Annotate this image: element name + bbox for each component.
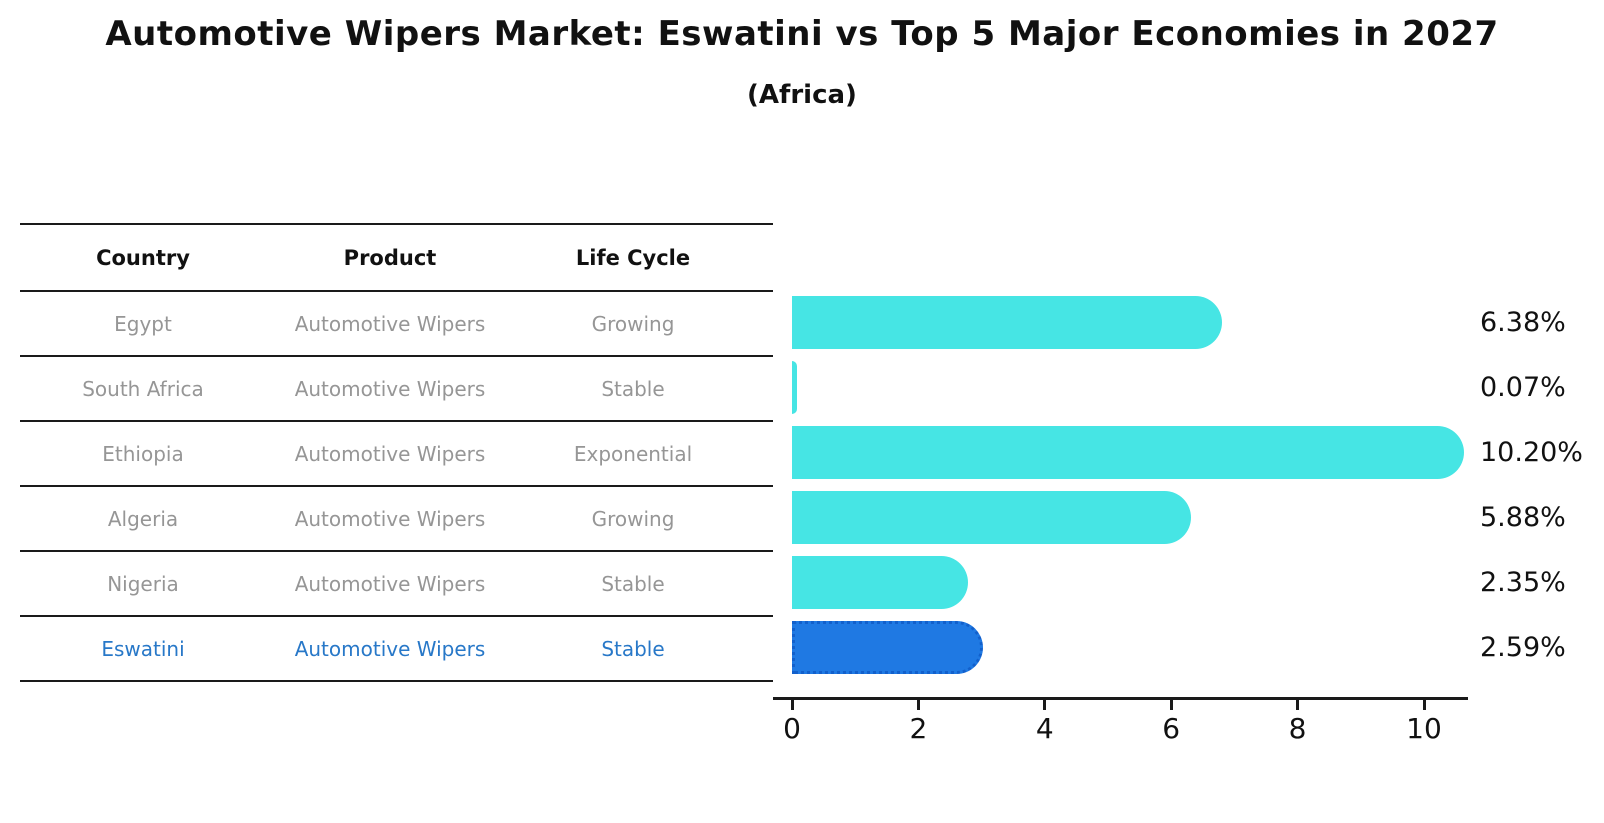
cell-product: Automotive Wipers	[294, 571, 486, 596]
x-axis-tick	[1422, 700, 1426, 710]
value-label-south-africa: 0.07%	[1480, 371, 1566, 403]
x-axis-tick-label: 6	[1162, 712, 1181, 745]
bar-south-africa	[792, 361, 798, 414]
table-row-ethiopia: Ethiopia Automotive Wipers Exponential	[20, 422, 773, 487]
value-label-nigeria: 2.35%	[1480, 566, 1566, 598]
table-row-eswatini: Eswatini Automotive Wipers Stable	[20, 617, 773, 682]
cell-life-cycle: Stable	[601, 571, 665, 596]
cell-country: Eswatini	[101, 636, 185, 661]
x-axis-tick	[1043, 700, 1047, 710]
bar-ethiopia	[792, 426, 1464, 479]
cell-country: Nigeria	[107, 571, 179, 596]
value-label-egypt: 6.38%	[1480, 306, 1566, 338]
x-axis-line	[773, 697, 1468, 700]
bar-eswatini	[792, 621, 983, 674]
cell-country: Ethiopia	[102, 441, 184, 466]
x-axis-tick-label: 8	[1288, 712, 1307, 745]
cell-country: Egypt	[114, 311, 172, 336]
bar-egypt	[792, 296, 1223, 349]
cell-country: South Africa	[82, 376, 204, 401]
bar-nigeria	[792, 556, 968, 609]
x-axis-tick-label: 10	[1406, 712, 1442, 745]
cell-product: Automotive Wipers	[294, 441, 486, 466]
value-label-eswatini: 2.59%	[1480, 631, 1566, 663]
country-table: Country Product Life Cycle Egypt Automotive …	[20, 223, 773, 682]
cell-life-cycle: Growing	[591, 311, 675, 336]
cell-product: Automotive Wipers	[294, 506, 486, 531]
cell-product: Automotive Wipers	[294, 636, 486, 661]
bar-algeria	[792, 491, 1191, 544]
x-axis-tick-label: 4	[1035, 712, 1054, 745]
x-axis-tick	[1169, 700, 1173, 710]
value-label-ethiopia: 10.20%	[1480, 436, 1583, 468]
cell-product: Automotive Wipers	[294, 376, 486, 401]
chart-title: Automotive Wipers Market: Eswatini vs To…	[105, 14, 1499, 54]
table-header-row: Country Product Life Cycle	[20, 225, 773, 292]
cell-life-cycle: Stable	[601, 636, 665, 661]
column-header-life-cycle: Life Cycle	[575, 245, 691, 270]
chart-subtitle: (Africa)	[747, 80, 857, 110]
table-row-nigeria: Nigeria Automotive Wipers Stable	[20, 552, 773, 617]
column-header-country: Country	[96, 245, 190, 270]
cell-country: Algeria	[107, 506, 179, 531]
x-axis-tick	[1296, 700, 1300, 710]
x-axis-tick-label: 0	[783, 712, 801, 745]
x-axis-tick-label: 2	[909, 712, 928, 745]
cell-life-cycle: Stable	[601, 376, 665, 401]
table-row-south-africa: South Africa Automotive Wipers Stable	[20, 357, 773, 422]
value-label-algeria: 5.88%	[1480, 501, 1566, 533]
cell-product: Automotive Wipers	[294, 311, 486, 336]
x-axis-tick	[790, 700, 794, 710]
x-axis-tick	[916, 700, 920, 710]
table-row-egypt: Egypt Automotive Wipers Growing	[20, 292, 773, 357]
cell-life-cycle: Exponential	[573, 441, 693, 466]
table-row-algeria: Algeria Automotive Wipers Growing	[20, 487, 773, 552]
column-header-product: Product	[343, 245, 437, 270]
cell-life-cycle: Growing	[591, 506, 675, 531]
